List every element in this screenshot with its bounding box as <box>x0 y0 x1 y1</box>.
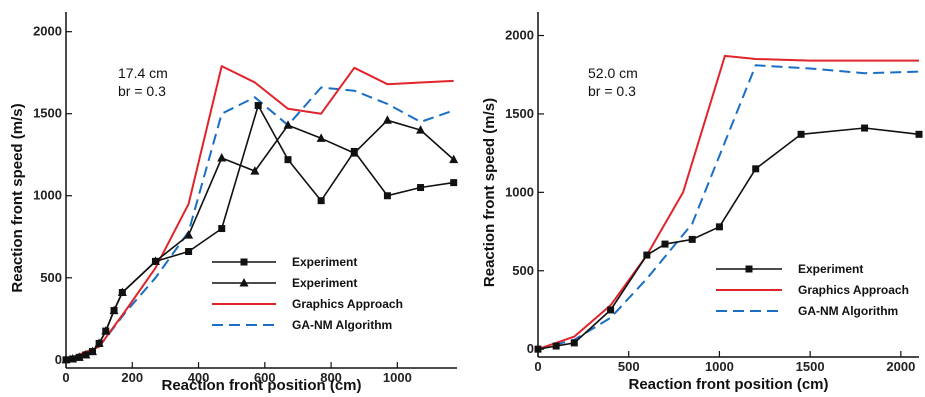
x-axis-title: Reaction front position (cm) <box>629 376 829 393</box>
y-tick-label: 0 <box>55 352 62 367</box>
series-line <box>537 54 919 351</box>
x-tick-label: 800 <box>320 370 342 385</box>
data-point <box>416 125 426 134</box>
data-point <box>643 251 651 259</box>
x-tick-label: 1000 <box>705 359 734 374</box>
y-tick-label: 2000 <box>505 28 534 43</box>
data-point <box>382 115 392 124</box>
data-point <box>317 197 325 205</box>
series-ga-nm-algorithm <box>65 86 455 361</box>
series-experiment <box>61 115 459 364</box>
chart-annotation: 17.4 cm <box>118 65 168 81</box>
data-point <box>316 133 326 142</box>
data-point <box>449 154 459 164</box>
data-point <box>82 351 90 359</box>
x-tick-label: 2000 <box>886 359 915 374</box>
data-point <box>688 235 696 243</box>
legend-label: Graphics Approach <box>292 297 403 311</box>
data-point <box>450 179 458 187</box>
data-point <box>752 165 760 173</box>
data-point <box>184 230 194 239</box>
data-point <box>69 355 77 363</box>
data-point <box>118 289 126 297</box>
data-point <box>62 356 70 364</box>
data-point <box>110 307 118 315</box>
data-point <box>89 348 97 356</box>
y-tick-label: 1500 <box>505 106 534 121</box>
legend: Experiment Graphics Approach GA-NM Algorit… <box>716 262 909 318</box>
series-line <box>65 86 455 361</box>
legend-label: Graphics Approach <box>798 283 909 297</box>
x-axis-title: Reaction front position (cm) <box>162 377 362 394</box>
data-point <box>218 225 226 233</box>
x-tick-label: 400 <box>188 370 210 385</box>
data-point <box>661 240 669 248</box>
data-point <box>861 124 869 132</box>
data-point <box>185 248 193 256</box>
y-tick-label: 1500 <box>33 106 62 121</box>
data-point <box>570 339 578 347</box>
series-experiment <box>534 124 923 353</box>
data-point <box>102 327 110 335</box>
data-point <box>715 223 723 231</box>
x-tick-label: 0 <box>534 359 541 374</box>
y-axis-title: Reaction front speed (m/s) <box>9 103 26 292</box>
legend: Experiment Experiment Graphics Approach GA-… <box>212 255 403 332</box>
legend-label: Experiment <box>292 255 357 269</box>
legend-label: GA-NM Algorithm <box>798 304 898 318</box>
legend-label: Experiment <box>292 276 357 290</box>
data-point <box>383 192 391 200</box>
data-point <box>915 130 923 138</box>
chart-annotation: br = 0.3 <box>118 83 166 99</box>
series-experiment <box>62 102 458 364</box>
series-line <box>65 104 454 361</box>
legend-marker <box>240 258 248 266</box>
legend-label: GA-NM Algorithm <box>292 318 392 332</box>
chart-annotation: br = 0.3 <box>588 83 636 99</box>
data-point <box>534 345 542 353</box>
series-graphics-approach <box>65 65 454 361</box>
chart-panel-2: 0 500 1000 1500 2000 0 500 1000 1500 2000 Reaction… <box>481 12 923 393</box>
data-point <box>75 353 83 361</box>
series-line <box>65 119 455 361</box>
data-point <box>607 306 615 314</box>
x-tick-label: 1000 <box>383 370 412 385</box>
series-graphics-approach <box>537 54 919 351</box>
series-line <box>65 65 454 361</box>
legend-marker <box>745 265 753 273</box>
data-point <box>417 184 425 192</box>
data-point <box>250 166 260 175</box>
x-tick-label: 500 <box>618 359 640 374</box>
chart-panel-1: 0 200 400 600 800 1000 0 500 1000 1500 2000 Reactio… <box>9 12 459 394</box>
y-tick-label: 0 <box>527 341 534 356</box>
legend-label: Experiment <box>798 262 863 276</box>
y-tick-label: 1000 <box>33 188 62 203</box>
data-point <box>284 156 292 164</box>
x-tick-label: 600 <box>254 370 276 385</box>
legend-marker <box>239 278 249 287</box>
x-tick-label: 1500 <box>796 359 825 374</box>
y-tick-label: 500 <box>40 270 62 285</box>
data-point <box>552 342 560 350</box>
data-point <box>95 339 103 347</box>
y-tick-label: 2000 <box>33 24 62 39</box>
data-point <box>283 120 293 129</box>
chart-annotation: 52.0 cm <box>588 65 638 81</box>
x-tick-label: 200 <box>121 370 143 385</box>
y-axis-title: Reaction front speed (m/s) <box>481 98 498 287</box>
data-point <box>151 257 159 265</box>
y-tick-label: 1000 <box>505 184 534 199</box>
data-point <box>254 102 262 110</box>
data-point <box>217 153 227 162</box>
y-tick-label: 500 <box>512 263 534 278</box>
data-point <box>350 147 358 155</box>
x-tick-label: 0 <box>62 370 69 385</box>
data-point <box>797 130 805 138</box>
